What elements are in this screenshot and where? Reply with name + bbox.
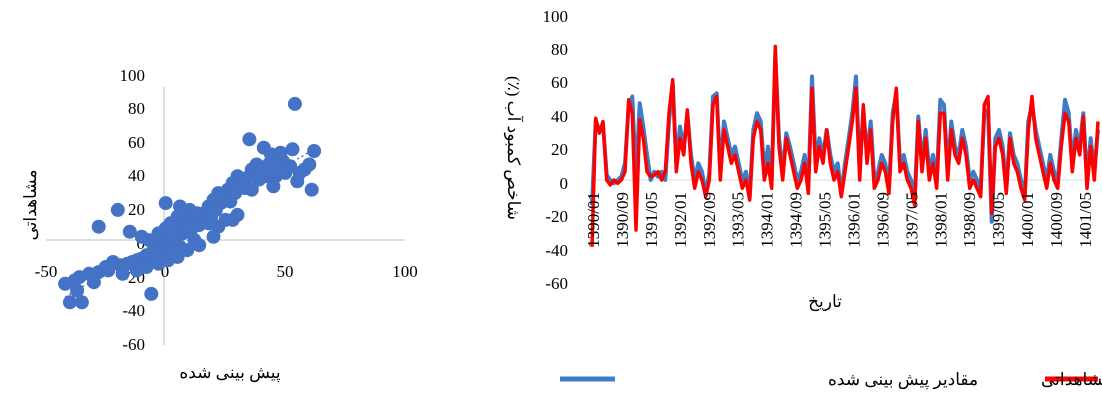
line-y-tick: 100 xyxy=(543,7,569,26)
scatter-point xyxy=(287,96,302,111)
scatter-point xyxy=(256,140,271,155)
line-y-tick: 20 xyxy=(551,140,568,159)
scatter-axes xyxy=(46,87,405,345)
scatter-x-tick: 50 xyxy=(277,262,294,281)
scatter-point xyxy=(58,276,73,291)
scatter-point xyxy=(115,266,130,281)
scatter-x-axis-title: پیش بینی شده xyxy=(179,363,281,383)
scatter-point xyxy=(151,256,166,271)
line-x-tick: 1397/05 xyxy=(902,192,921,248)
line-y-tick: 80 xyxy=(551,40,568,59)
scatter-y-tick: 40 xyxy=(128,166,145,185)
line-x-tick: 1391/05 xyxy=(642,192,661,248)
scatter-x-tick: -50 xyxy=(35,262,58,281)
line-x-tick: 1400/09 xyxy=(1047,192,1066,248)
line-x-axis-title: تاریخ xyxy=(808,292,842,312)
legend-item-observed: مقادیر مشاهداتی xyxy=(1041,370,1102,390)
line-y-axis-title: شاخص کمبود آب (٪) xyxy=(503,76,525,220)
scatter-point xyxy=(223,194,238,209)
scatter-point xyxy=(192,238,207,253)
scatter-point xyxy=(189,206,204,221)
line-chart: -60 -40 -20 0 20 40 60 80 100 1390/01 139… xyxy=(503,7,1102,390)
line-series-group xyxy=(590,44,1100,247)
line-x-tick: 1400/01 xyxy=(1018,192,1037,248)
scatter-point xyxy=(307,144,322,158)
line-x-tick: 1392/01 xyxy=(671,192,690,248)
scatter-point xyxy=(122,224,137,239)
line-x-tick: 1394/09 xyxy=(787,192,806,248)
scatter-y-tick: 100 xyxy=(120,66,146,85)
scatter-point xyxy=(101,263,116,278)
scatter-point xyxy=(201,216,216,231)
scatter-y-tick: 80 xyxy=(128,99,145,118)
line-x-tick: 1396/01 xyxy=(845,192,864,248)
scatter-point xyxy=(177,207,192,222)
scatter-y-tick: -60 xyxy=(122,335,145,354)
line-y-tick: -40 xyxy=(545,241,568,260)
scatter-y-tick: 60 xyxy=(128,133,145,152)
line-y-tick: -60 xyxy=(545,274,568,293)
line-y-tick: 0 xyxy=(560,174,569,193)
line-y-tick: 60 xyxy=(551,73,568,92)
scatter-y-axis-title: مشاهداتی xyxy=(21,170,40,241)
line-x-tick: 1390/09 xyxy=(613,192,632,248)
scatter-point xyxy=(158,196,173,211)
scatter-point xyxy=(230,207,245,222)
scatter-point xyxy=(244,182,259,197)
scatter-point xyxy=(74,295,89,310)
legend-label-observed: مقادیر مشاهداتی xyxy=(1041,370,1102,390)
scatter-point xyxy=(285,142,300,157)
line-x-tick: 1395/05 xyxy=(816,192,835,248)
series-line-observed xyxy=(590,44,1100,247)
line-x-tick: 1398/09 xyxy=(960,192,979,248)
legend-item-predicted: مقادیر پیش بینی شده xyxy=(560,370,978,390)
scatter-y-tick: -40 xyxy=(122,301,145,320)
scatter-x-tick: 100 xyxy=(392,262,418,281)
scatter-chart: -50 0 50 100 -60 -40 -20 0 20 40 60 80 1… xyxy=(21,66,418,383)
scatter-point xyxy=(304,182,319,197)
line-y-tick-labels: -60 -40 -20 0 20 40 60 80 100 xyxy=(543,7,569,293)
scatter-point xyxy=(86,275,101,290)
scatter-point xyxy=(292,165,307,180)
scatter-point xyxy=(110,202,125,217)
line-x-tick-labels: 1390/01 1390/09 1391/05 1392/01 1392/09 1393/… xyxy=(584,192,1095,248)
line-x-tick: 1401/05 xyxy=(1076,192,1095,248)
line-x-tick: 1396/09 xyxy=(873,192,892,248)
scatter-y-tick: 20 xyxy=(128,200,145,219)
line-legend: مقادیر مشاهداتی مقادیر پیش بینی شده xyxy=(560,370,1102,390)
scatter-point xyxy=(266,179,281,194)
scatter-point xyxy=(91,219,106,234)
line-x-tick: 1399/05 xyxy=(989,192,1008,248)
scatter-x-tick: 0 xyxy=(161,262,170,281)
scatter-point xyxy=(252,172,266,187)
line-x-tick: 1392/09 xyxy=(700,192,719,248)
scatter-points xyxy=(58,96,322,310)
line-y-tick: -20 xyxy=(545,207,568,226)
scatter-point xyxy=(62,295,77,310)
scatter-point xyxy=(144,286,159,301)
scatter-point xyxy=(70,283,85,298)
line-x-tick: 1390/01 xyxy=(584,192,603,248)
line-x-tick: 1393/05 xyxy=(729,192,748,248)
line-y-tick: 40 xyxy=(551,107,568,126)
legend-label-predicted: مقادیر پیش بینی شده xyxy=(828,370,978,390)
scatter-point xyxy=(242,132,257,147)
scatter-x-tick-labels: -50 0 50 100 xyxy=(35,262,418,281)
scatter-point xyxy=(129,263,144,278)
line-x-tick: 1394/01 xyxy=(758,192,777,248)
line-x-tick: 1398/01 xyxy=(931,192,950,248)
scatter-point xyxy=(278,165,293,180)
